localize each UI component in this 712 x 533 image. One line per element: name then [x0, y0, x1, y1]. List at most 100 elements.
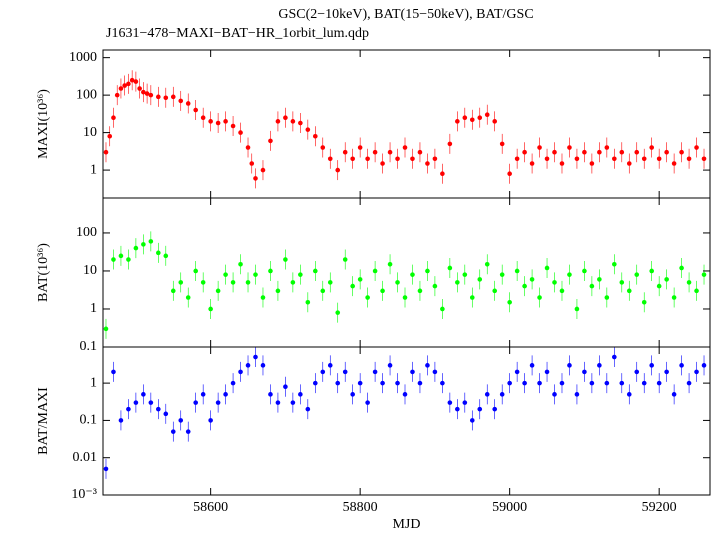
data-point: [170, 429, 176, 434]
data-point: [701, 363, 707, 368]
x-tick-label: 59200: [642, 500, 677, 515]
data-point: [342, 369, 348, 375]
data-point: [522, 149, 527, 155]
data-point: [313, 268, 318, 274]
panel-frame: [102, 49, 711, 199]
data-point: [701, 156, 707, 162]
data-point: [223, 272, 228, 277]
y-axis-label: MAXI(10³⁶): [36, 89, 51, 159]
data-point: [417, 288, 423, 294]
data-point: [514, 268, 520, 274]
data-point: [492, 119, 498, 124]
data-point: [552, 392, 557, 397]
data-point: [544, 369, 550, 375]
data-point: [111, 369, 116, 375]
data-point: [514, 369, 520, 375]
data-point: [357, 145, 363, 150]
data-point: [529, 277, 535, 282]
data-point: [589, 283, 595, 289]
data-point: [114, 92, 120, 98]
data-point: [283, 115, 288, 120]
data-point: [185, 101, 191, 106]
data-point: [163, 253, 169, 259]
data-point: [589, 380, 595, 386]
data-point: [649, 268, 654, 274]
data-point: [103, 466, 109, 472]
data-point: [208, 119, 213, 124]
data-point: [122, 83, 127, 88]
y-tick-label: 1000: [69, 50, 97, 65]
data-point: [484, 392, 490, 397]
data-point: [671, 392, 677, 397]
data-point: [298, 120, 303, 126]
data-point: [641, 156, 647, 162]
y-tick-label: 10⁻³: [71, 487, 97, 502]
data-point: [387, 261, 393, 267]
data-point: [686, 156, 692, 162]
data-point: [402, 145, 408, 150]
data-point: [469, 418, 475, 423]
data-point: [432, 156, 438, 162]
data-point: [380, 161, 385, 166]
data-point: [679, 363, 684, 368]
x-tick-label: 59000: [492, 500, 527, 515]
data-point: [604, 295, 610, 300]
data-point: [529, 161, 535, 166]
data-point: [477, 115, 483, 120]
data-point: [387, 149, 393, 155]
data-point: [283, 257, 288, 262]
data-point: [133, 79, 139, 84]
data-point: [298, 272, 303, 277]
data-point: [634, 272, 640, 277]
data-point: [671, 295, 677, 300]
data-point: [567, 363, 572, 368]
data-point: [156, 406, 161, 412]
data-point: [455, 406, 460, 412]
data-point: [283, 384, 288, 390]
data-point: [223, 392, 228, 397]
data-point: [260, 363, 266, 368]
data-point: [260, 295, 266, 300]
data-point: [626, 161, 632, 166]
data-point: [126, 406, 131, 412]
data-point: [245, 145, 251, 150]
data-point: [200, 280, 206, 285]
data-point: [455, 119, 460, 124]
data-point: [492, 406, 498, 412]
data-point: [365, 295, 370, 300]
data-point: [432, 283, 438, 289]
data-point: [514, 156, 520, 162]
data-point: [372, 149, 378, 155]
data-point: [290, 400, 296, 405]
data-point: [148, 400, 154, 405]
data-point: [103, 326, 109, 332]
data-point: [268, 138, 273, 144]
data-point: [357, 380, 363, 386]
data-point: [137, 86, 142, 91]
data-point: [522, 283, 527, 289]
y-tick-label: 0.1: [80, 413, 98, 428]
data-point: [679, 149, 684, 155]
data-point: [582, 268, 587, 274]
data-point: [552, 280, 557, 285]
data-point: [395, 380, 400, 386]
data-point: [305, 406, 311, 412]
data-point: [320, 369, 326, 375]
data-point: [327, 363, 333, 368]
data-point: [365, 400, 370, 405]
data-point: [208, 306, 213, 312]
data-point: [641, 299, 647, 305]
data-point: [447, 265, 453, 271]
data-point: [612, 156, 617, 162]
data-point: [559, 161, 565, 166]
data-point: [215, 400, 221, 405]
data-point: [238, 261, 243, 267]
data-point: [686, 380, 692, 386]
data-point: [249, 161, 255, 166]
data-point: [597, 277, 602, 282]
data-point: [178, 98, 184, 104]
data-point: [626, 392, 632, 397]
data-point: [425, 363, 430, 368]
data-point: [462, 400, 468, 405]
data-point: [290, 119, 296, 124]
